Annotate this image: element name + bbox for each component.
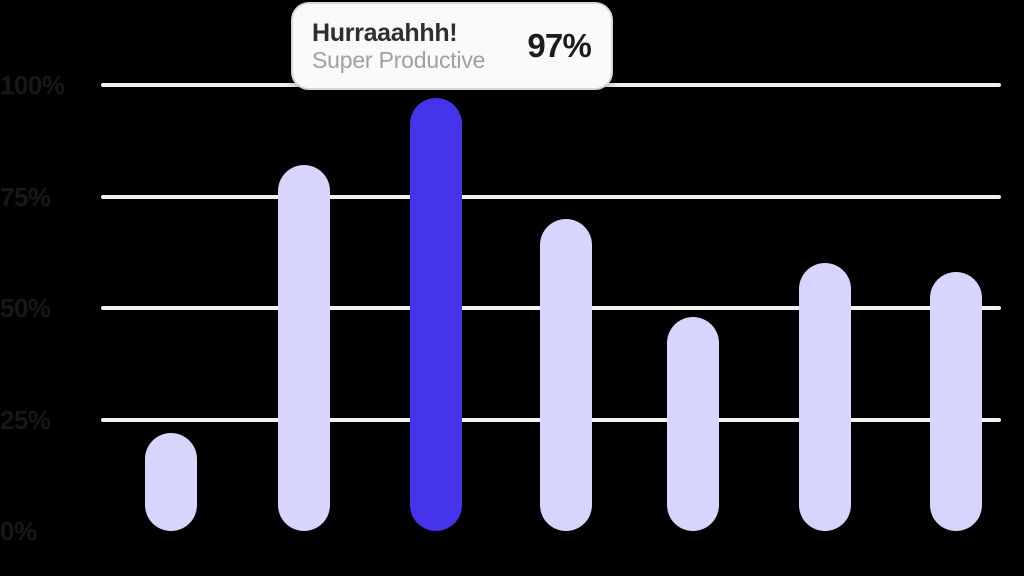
bar-2[interactable]: [278, 165, 330, 531]
gridline-75pct: [101, 194, 1001, 199]
bar-tooltip[interactable]: Hurraaahhh! Super Productive 97%: [291, 2, 613, 90]
tooltip-subtitle: Super Productive: [312, 46, 486, 73]
bar-1[interactable]: [145, 432, 197, 531]
bar-6[interactable]: [799, 263, 851, 531]
bar-5[interactable]: [667, 316, 719, 531]
tooltip-title: Hurraaahhh!: [312, 18, 458, 47]
bar-7[interactable]: [930, 272, 982, 531]
bar-3-highlighted[interactable]: [410, 98, 462, 531]
bar-4[interactable]: [540, 218, 592, 531]
tooltip-value: 97%: [527, 27, 591, 64]
tooltip-text-group: Hurraaahhh! Super Productive: [312, 19, 513, 73]
